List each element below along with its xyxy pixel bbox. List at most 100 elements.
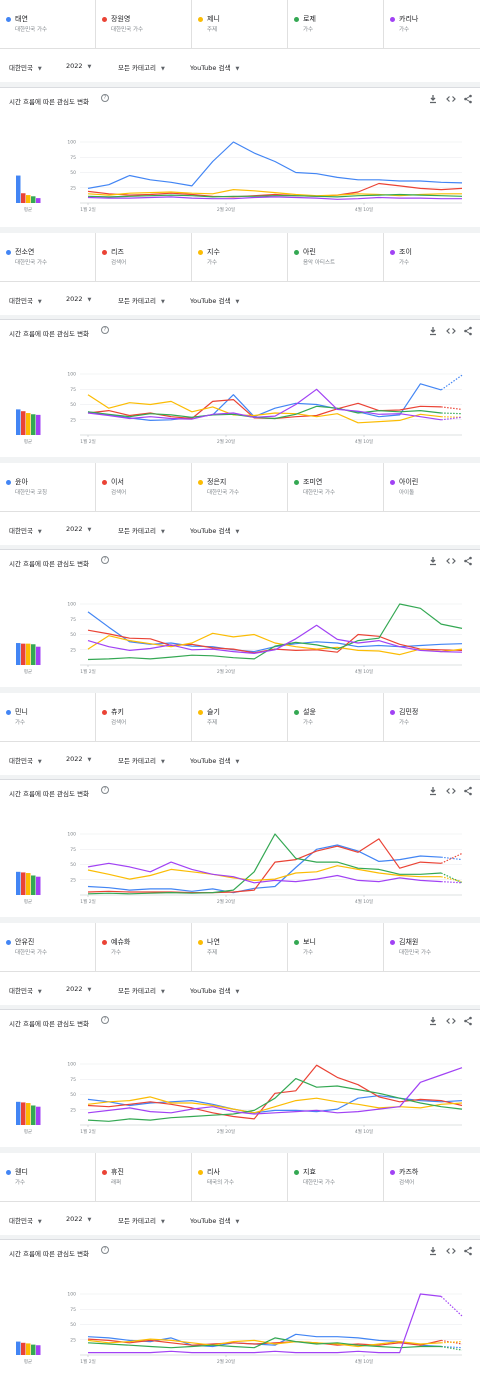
filter-category-dropdown[interactable]: 모든 카테고리 ▼ — [118, 295, 165, 305]
filter-category-dropdown[interactable]: 모든 카테고리 ▼ — [118, 985, 165, 995]
download-icon[interactable] — [428, 1246, 438, 1256]
search-term-item[interactable]: 보니 가수 — [288, 923, 384, 971]
share-icon[interactable] — [463, 326, 473, 336]
filter-region-dropdown[interactable]: 대한민국 ▼ — [9, 755, 42, 765]
search-term-item[interactable]: 로제 가수 — [288, 0, 384, 48]
search-term-item[interactable]: 정은지 대한민국 가수 — [192, 463, 288, 511]
search-term-item[interactable]: 장원영 대한민국 가수 — [96, 0, 192, 48]
search-term-name: 휴진 — [111, 1168, 124, 1176]
filter-year-dropdown[interactable]: 2022 ▼ — [66, 755, 91, 763]
search-term-type: 가수 — [399, 260, 410, 266]
share-icon[interactable] — [463, 556, 473, 566]
search-term-item[interactable]: 리사 태국의 가수 — [192, 1153, 288, 1201]
help-icon[interactable]: ? — [101, 786, 109, 794]
series-color-dot — [294, 250, 299, 255]
filter-region-dropdown[interactable]: 대한민국 ▼ — [9, 1215, 42, 1225]
search-term-item[interactable]: 츄키 검색어 — [96, 693, 192, 741]
filter-source-dropdown[interactable]: YouTube 검색 ▼ — [190, 755, 239, 765]
filter-year-dropdown[interactable]: 2022 ▼ — [66, 62, 91, 70]
download-icon[interactable] — [428, 94, 438, 104]
search-term-item[interactable]: 리즈 검색어 — [96, 233, 192, 281]
filter-source-dropdown[interactable]: YouTube 검색 ▼ — [190, 1215, 239, 1225]
series-line — [87, 388, 442, 421]
search-term-item[interactable]: 설윤 가수 — [288, 693, 384, 741]
share-icon[interactable] — [463, 1246, 473, 1256]
filter-source-dropdown[interactable]: YouTube 검색 ▼ — [190, 295, 239, 305]
search-term-item[interactable]: 김민정 가수 — [384, 693, 480, 741]
search-term-name: 츄키 — [111, 708, 124, 716]
help-icon[interactable]: ? — [101, 326, 109, 334]
filter-source-dropdown[interactable]: YouTube 검색 ▼ — [190, 985, 239, 995]
share-icon[interactable] — [463, 94, 473, 104]
help-icon[interactable]: ? — [101, 1246, 109, 1254]
search-term-item[interactable]: 카리나 가수 — [384, 0, 480, 48]
search-term-item[interactable]: 휴진 래퍼 — [96, 1153, 192, 1201]
search-term-item[interactable]: 아이린 아이돌 — [384, 463, 480, 511]
help-icon[interactable]: ? — [101, 556, 109, 564]
search-term-item[interactable]: 제니 주제 — [192, 0, 288, 48]
series-line — [87, 383, 442, 421]
search-term-item[interactable]: 전소연 대한민국 가수 — [0, 233, 96, 281]
line-chart: 100 75 50 25 1월 2일 2월 20일 4월 10일 평균 — [16, 1292, 463, 1365]
embed-icon[interactable] — [446, 1016, 456, 1026]
search-term-item[interactable]: 지수 가수 — [192, 233, 288, 281]
embed-icon[interactable] — [446, 326, 456, 336]
embed-icon[interactable] — [446, 556, 456, 566]
filter-category-dropdown[interactable]: 모든 카테고리 ▼ — [118, 1215, 165, 1225]
download-icon[interactable] — [428, 556, 438, 566]
filter-year-value: 2022 — [66, 985, 83, 993]
average-bar — [16, 871, 21, 895]
search-term-item[interactable]: 안유진 대한민국 가수 — [0, 923, 96, 971]
download-icon[interactable] — [428, 786, 438, 796]
search-term-item[interactable]: 나연 주제 — [192, 923, 288, 971]
filter-category-dropdown[interactable]: 모든 카테고리 ▼ — [118, 62, 165, 72]
search-term-item[interactable]: 김채원 대한민국 가수 — [384, 923, 480, 971]
series-color-dot — [6, 710, 11, 715]
search-term-item[interactable]: 슬기 주제 — [192, 693, 288, 741]
series-line — [87, 196, 462, 200]
search-term-item[interactable]: 태연 대한민국 가수 — [0, 0, 96, 48]
download-icon[interactable] — [428, 1016, 438, 1026]
series-color-dot — [390, 17, 395, 22]
search-term-item[interactable]: 조이 가수 — [384, 233, 480, 281]
line-chart: 100 75 50 25 1월 2일 2월 20일 4월 10일 평균 — [16, 832, 463, 905]
filter-region-dropdown[interactable]: 대한민국 ▼ — [9, 295, 42, 305]
download-icon[interactable] — [428, 326, 438, 336]
help-icon[interactable]: ? — [101, 1016, 109, 1024]
filter-year-dropdown[interactable]: 2022 ▼ — [66, 985, 91, 993]
search-term-item[interactable]: 민니 가수 — [0, 693, 96, 741]
search-term-item[interactable]: 조미연 대한민국 가수 — [288, 463, 384, 511]
filter-region-dropdown[interactable]: 대한민국 ▼ — [9, 525, 42, 535]
card-header: 시간 흐름에 따른 관심도 변화? — [0, 320, 480, 346]
search-term-item[interactable]: 이서 검색어 — [96, 463, 192, 511]
filter-category-dropdown[interactable]: 모든 카테고리 ▼ — [118, 755, 165, 765]
filter-source-dropdown[interactable]: YouTube 검색 ▼ — [190, 525, 239, 535]
series-line — [87, 632, 463, 656]
filter-year-dropdown[interactable]: 2022 ▼ — [66, 1215, 91, 1223]
search-term-item[interactable]: 웬디 가수 — [0, 1153, 96, 1201]
embed-icon[interactable] — [446, 786, 456, 796]
caret-down-icon: ▼ — [37, 989, 42, 995]
search-term-item[interactable]: 예슈화 가수 — [96, 923, 192, 971]
filter-category-dropdown[interactable]: 모든 카테고리 ▼ — [118, 525, 165, 535]
x-tick-label: 4월 10일 — [355, 206, 373, 213]
help-icon[interactable]: ? — [101, 94, 109, 102]
average-bar — [26, 1103, 31, 1125]
search-term-item[interactable]: 카즈하 검색어 — [384, 1153, 480, 1201]
filter-year-dropdown[interactable]: 2022 ▼ — [66, 295, 91, 303]
filter-source-dropdown[interactable]: YouTube 검색 ▼ — [190, 62, 239, 72]
share-icon[interactable] — [463, 1016, 473, 1026]
search-term-item[interactable]: 아린 음악 아티스트 — [288, 233, 384, 281]
filter-year-value: 2022 — [66, 755, 83, 763]
embed-icon[interactable] — [446, 1246, 456, 1256]
series-color-dot — [294, 1170, 299, 1175]
share-icon[interactable] — [463, 786, 473, 796]
embed-icon[interactable] — [446, 94, 456, 104]
filter-region-dropdown[interactable]: 대한민국 ▼ — [9, 62, 42, 72]
search-term-item[interactable]: 지효 대한민국 가수 — [288, 1153, 384, 1201]
filter-year-dropdown[interactable]: 2022 ▼ — [66, 525, 91, 533]
search-term-type: 주제 — [207, 720, 218, 726]
search-term-item[interactable]: 윤아 대한민국 코칭 — [0, 463, 96, 511]
filter-region-dropdown[interactable]: 대한민국 ▼ — [9, 985, 42, 995]
series-color-dot — [6, 940, 11, 945]
